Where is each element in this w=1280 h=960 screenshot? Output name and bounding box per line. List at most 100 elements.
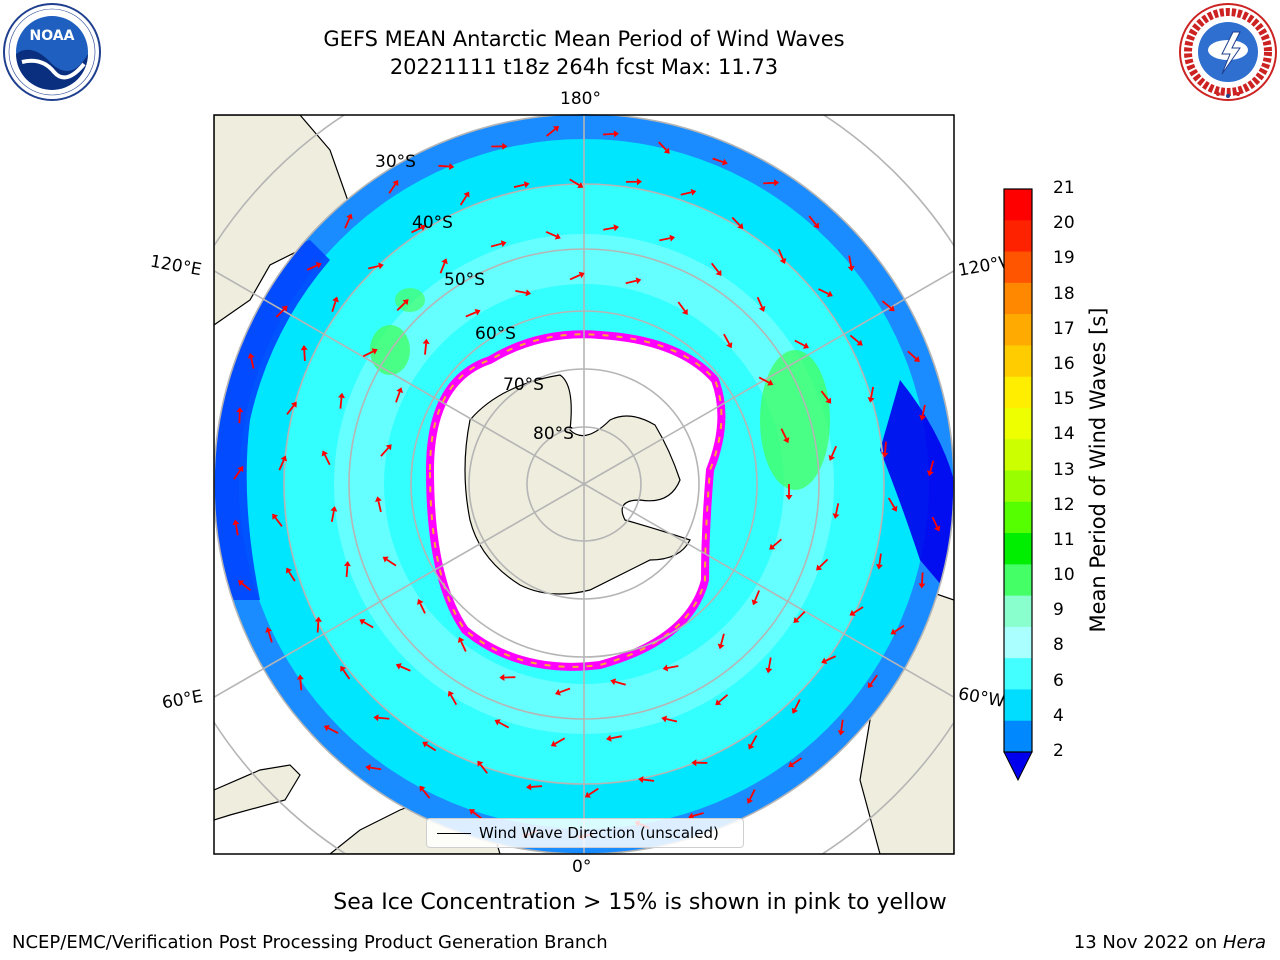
wind-wave-arrow-shaft xyxy=(758,376,770,384)
wind-wave-arrow-shaft xyxy=(712,157,724,163)
wind-wave-arrow-shaft xyxy=(602,133,614,136)
wind-wave-arrow-head xyxy=(726,342,733,349)
wind-wave-arrow-head xyxy=(523,181,530,189)
wind-wave-arrow-shaft xyxy=(395,391,401,403)
colorbar-tick-label: 9 xyxy=(1053,600,1064,621)
colorbar-band xyxy=(1004,626,1032,659)
wind-wave-arrow-shaft xyxy=(849,334,860,344)
noaa-logo-text: NOAA xyxy=(30,28,75,44)
wind-wave-arrow-shaft xyxy=(819,558,829,568)
wind-wave-arrow-head xyxy=(783,437,790,444)
wind-wave-arrow-head xyxy=(826,290,833,298)
wind-wave-arrow-head xyxy=(832,513,840,519)
wind-wave-arrow-head xyxy=(280,455,287,462)
wind-wave-arrow-head xyxy=(688,812,694,820)
legend-line-swatch xyxy=(437,832,471,834)
wind-wave-arrow-head xyxy=(577,182,584,189)
colorbar-band xyxy=(1004,282,1032,315)
wind-wave-arrow-head xyxy=(236,407,244,413)
colorbar-tick-label: 16 xyxy=(1053,353,1075,374)
wind-wave-arrow-shaft xyxy=(267,631,273,643)
wind-wave-arrow-shaft xyxy=(569,274,581,281)
wind-wave-arrow-head xyxy=(494,719,501,726)
wind-wave-arrow-shaft xyxy=(330,510,335,522)
wind-wave-arrow-head xyxy=(662,664,669,672)
wind-wave-arrow-head xyxy=(578,271,585,279)
wind-wave-arrow-head xyxy=(441,258,448,265)
wind-wave-arrow-shaft xyxy=(327,727,339,734)
wind-wave-arrow-shaft xyxy=(731,216,741,227)
wind-wave-arrow-head xyxy=(881,452,889,458)
wind-wave-arrow-head xyxy=(926,470,934,477)
wind-wave-arrow-head xyxy=(669,234,676,242)
wind-wave-arrow-head xyxy=(402,299,409,306)
wind-wave-arrow-shaft xyxy=(777,248,784,260)
nws-logo xyxy=(1179,3,1277,101)
colorbar-tick-label: 19 xyxy=(1053,248,1075,269)
colorbar-under-arrow xyxy=(1003,751,1033,782)
wind-wave-arrow-shaft xyxy=(490,242,502,248)
wind-wave-arrow-shaft xyxy=(344,217,351,229)
wind-wave-arrow-shaft xyxy=(614,680,626,686)
wind-wave-arrow-shaft xyxy=(780,428,787,439)
wind-wave-arrow-head xyxy=(867,397,875,403)
wind-wave-arrow-head xyxy=(296,674,304,680)
wind-wave-arrow-shaft xyxy=(848,255,852,267)
wind-wave-arrow-head xyxy=(635,277,642,285)
wind-wave-arrow-head xyxy=(856,339,863,346)
wind-wave-arrow-head xyxy=(610,678,617,686)
wind-wave-arrow-shaft xyxy=(692,812,704,817)
wind-wave-arrow-head xyxy=(553,125,560,132)
wind-wave-arrow-head xyxy=(346,213,353,220)
wind-wave-arrow-head xyxy=(584,791,591,798)
wind-wave-arrow-shaft xyxy=(878,553,882,565)
wind-wave-arrow-shaft xyxy=(720,633,725,645)
colorbar-band xyxy=(1004,220,1032,253)
wind-wave-arrow-shaft xyxy=(378,716,390,720)
map-legend: Wind Wave Direction (unscaled) xyxy=(426,818,744,848)
wind-wave-arrow-shaft xyxy=(424,343,427,355)
wind-wave-arrow-shaft xyxy=(808,215,817,226)
wind-wave-arrow-shaft xyxy=(767,657,772,669)
wind-wave-arrow-head xyxy=(721,158,728,166)
wind-wave-arrow-head xyxy=(888,305,895,312)
wind-wave-arrow-head xyxy=(272,513,279,520)
wind-wave-arrow-head xyxy=(419,785,426,792)
wind-wave-arrow-head xyxy=(785,495,793,500)
wind-wave-arrow-shaft xyxy=(603,226,615,231)
colorbar-frame xyxy=(1003,188,1033,753)
lat-label-80: 80°S xyxy=(533,424,574,444)
chart-subtitle: 20221111 t18z 264h fcst Max: 11.73 xyxy=(389,55,779,79)
wind-wave-arrow-shaft xyxy=(438,164,450,168)
wind-wave-arrow-head xyxy=(500,240,507,248)
wind-wave-arrow-head xyxy=(717,643,725,650)
wind-wave-arrow-shaft xyxy=(459,195,468,206)
wind-wave-arrow-shaft xyxy=(610,735,622,740)
wind-wave-arrow-shaft xyxy=(546,128,556,137)
wind-wave-arrow-shaft xyxy=(386,558,397,567)
wind-wave-arrow-shaft xyxy=(820,390,829,401)
lat-label-70: 70°S xyxy=(503,375,544,395)
wind-wave-arrow-shaft xyxy=(881,300,892,309)
wind-wave-arrow-head xyxy=(837,730,845,736)
wind-wave-arrow-head xyxy=(422,338,430,345)
wind-wave-arrow-shaft xyxy=(794,339,805,347)
colorbar-tick-label: 2 xyxy=(1053,741,1064,761)
footer-date: 13 Nov 2022 on Hera xyxy=(1074,932,1266,953)
wind-wave-arrow-shaft xyxy=(331,301,337,313)
colorbar-band xyxy=(1004,658,1032,690)
wind-wave-arrow-head xyxy=(378,262,384,270)
wind-wave-arrow-head xyxy=(661,715,668,723)
wind-wave-arrow-shaft xyxy=(870,386,875,398)
footer-branch: NCEP/EMC/Verification Post Processing Pr… xyxy=(12,932,608,953)
wind-wave-arrow-shaft xyxy=(345,565,349,578)
wind-wave-arrow-head xyxy=(774,179,780,187)
wind-wave-arrow-shaft xyxy=(286,405,295,415)
wind-wave-arrow-head xyxy=(867,682,874,689)
wind-wave-arrow-shaft xyxy=(835,503,840,515)
wind-wave-arrow-shaft xyxy=(531,785,543,788)
colorbar-tick-label: 8 xyxy=(1053,635,1064,656)
wind-wave-arrow-shaft xyxy=(794,699,801,710)
colorbar-band xyxy=(1004,501,1032,534)
